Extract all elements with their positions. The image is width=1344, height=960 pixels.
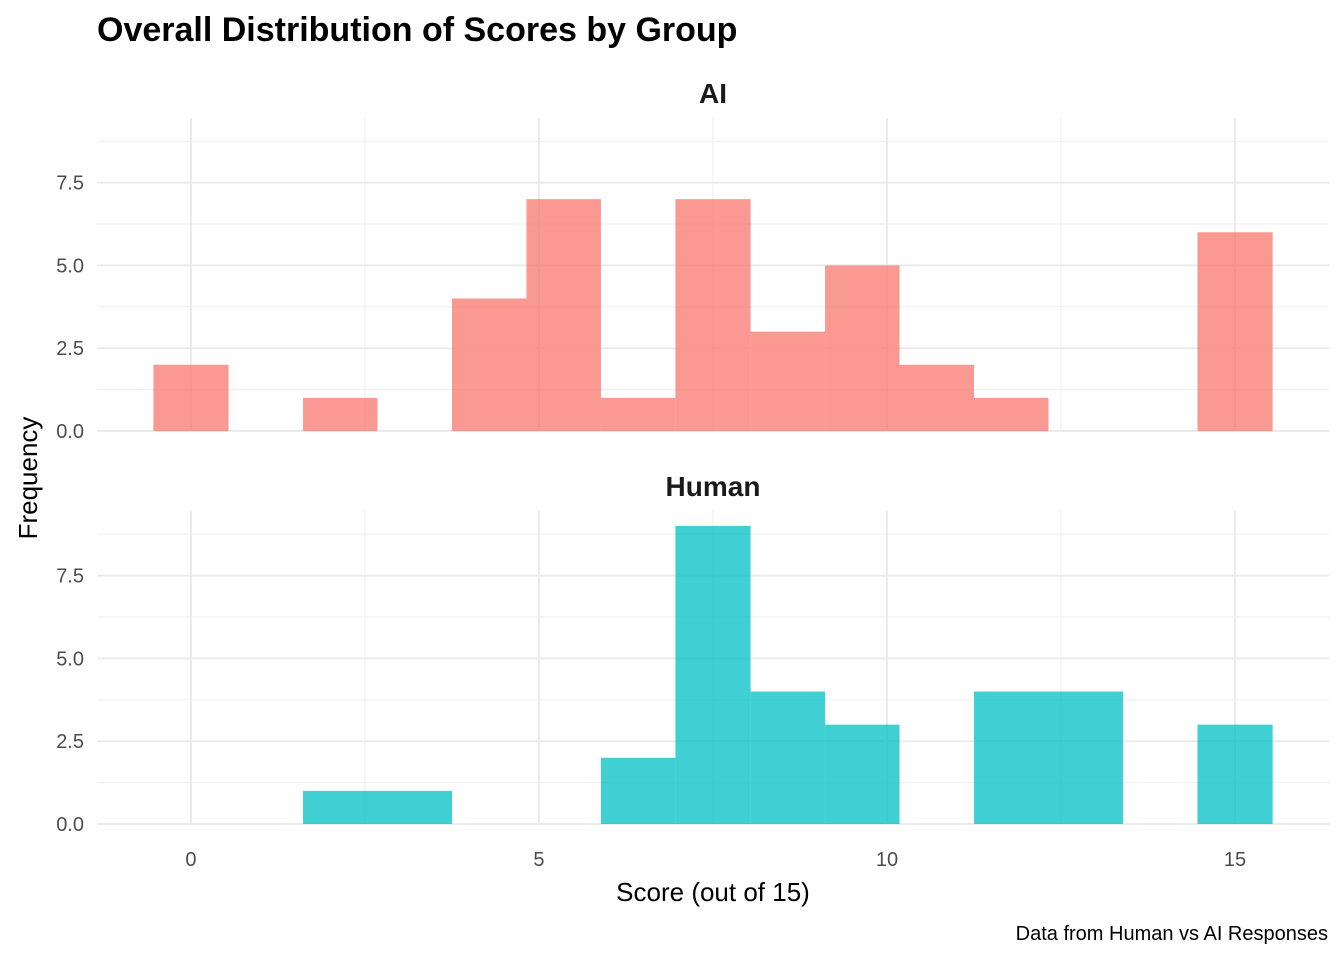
ai-y-tick-label: 0.0: [56, 421, 84, 443]
x-tick-label: 0: [185, 849, 196, 871]
y-axis-title: Frequency: [13, 417, 43, 540]
ai-bar: [600, 397, 676, 431]
human-bar: [1197, 724, 1273, 824]
x-tick-label: 5: [533, 849, 544, 871]
ai-y-tick-label: 5.0: [56, 255, 84, 277]
ai-y-tick-label: 7.5: [56, 173, 84, 195]
x-axis-ticks: 0 5 10 15: [185, 849, 1246, 871]
panel-ai-bars: [153, 199, 1273, 431]
ai-bar: [451, 298, 527, 431]
human-bar: [675, 525, 751, 824]
ai-bar: [899, 364, 975, 431]
panel-human: 0.0 2.5 5.0 7.5 Human: [56, 471, 1329, 836]
human-y-tick-label: 2.5: [56, 731, 84, 753]
human-bar: [825, 724, 900, 824]
panel-ai: 0.0 2.5 5.0 7.5 AI: [56, 78, 1329, 443]
ai-y-tick-label: 2.5: [56, 338, 84, 360]
human-bar: [600, 757, 676, 824]
human-y-tick-label: 7.5: [56, 566, 84, 588]
human-bar: [303, 790, 378, 824]
ai-bar: [1197, 232, 1273, 431]
ai-bar: [750, 331, 826, 431]
human-bar: [1048, 691, 1123, 824]
panel-ai-strip-label: AI: [699, 78, 727, 109]
ai-bar: [303, 397, 378, 431]
chart-title: Overall Distribution of Scores by Group: [97, 11, 737, 49]
human-bar: [974, 691, 1049, 824]
ai-bar: [675, 199, 751, 431]
panel-human-strip-label: Human: [666, 471, 761, 502]
ai-bar: [526, 199, 601, 431]
x-tick-label: 15: [1224, 849, 1246, 871]
human-bar: [750, 691, 826, 824]
panel-ai-y-ticks: 0.0 2.5 5.0 7.5: [56, 173, 84, 443]
human-bar: [377, 790, 452, 824]
ai-bar: [825, 265, 900, 431]
chart-caption: Data from Human vs AI Responses: [1016, 923, 1328, 945]
ai-bar: [153, 364, 229, 431]
panel-human-bars: [303, 525, 1273, 824]
human-y-tick-label: 0.0: [56, 814, 84, 836]
panel-human-y-ticks: 0.0 2.5 5.0 7.5: [56, 566, 84, 836]
x-axis-title: Score (out of 15): [616, 877, 810, 907]
human-y-tick-label: 5.0: [56, 648, 84, 670]
ai-bar: [974, 397, 1049, 431]
x-tick-label: 10: [876, 849, 898, 871]
